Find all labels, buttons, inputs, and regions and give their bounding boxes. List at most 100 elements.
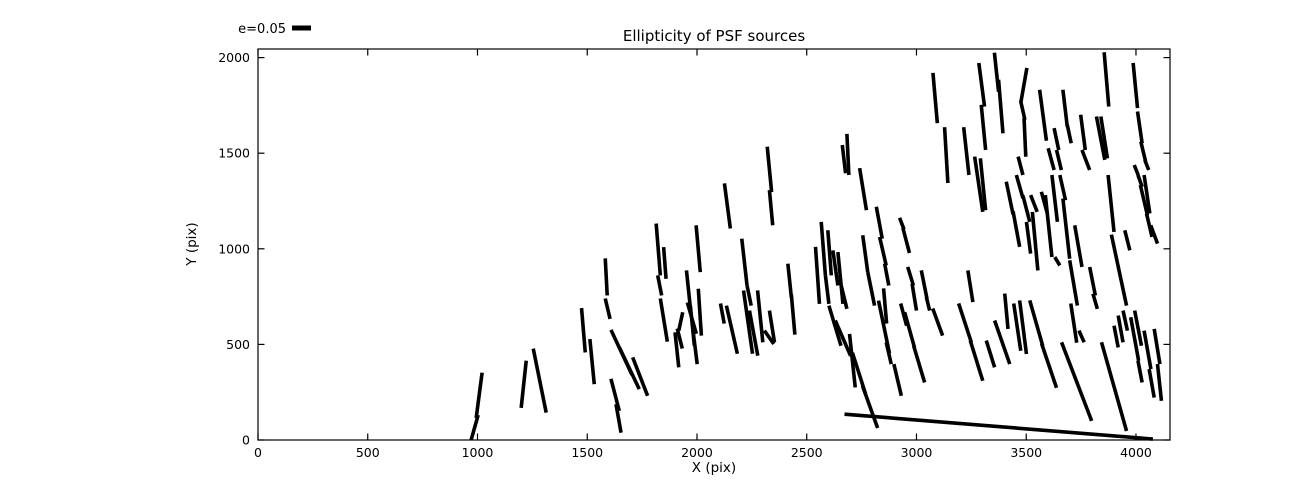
x-tick-label: 1500 bbox=[571, 445, 603, 460]
y-tick-label: 500 bbox=[226, 337, 250, 352]
ellipticity-stick bbox=[1094, 116, 1107, 161]
ellipticity-stick bbox=[658, 298, 670, 343]
ellipticity-stick bbox=[1142, 330, 1153, 370]
ellipticity-stick bbox=[1069, 303, 1079, 343]
ellipticity-stick bbox=[718, 303, 726, 324]
y-tick-label: 2000 bbox=[218, 50, 250, 65]
ellipticity-stick bbox=[1028, 194, 1039, 213]
ellipticity-stick bbox=[901, 227, 912, 254]
ellipticity-stick bbox=[845, 133, 851, 176]
ellipticity-stick bbox=[531, 348, 548, 414]
ellipticity-stick bbox=[865, 271, 877, 306]
ellipticity-stick bbox=[968, 340, 985, 382]
ellipticity-stick bbox=[1004, 181, 1015, 215]
ellipticity-stick bbox=[1135, 111, 1144, 144]
ellipticity-stick bbox=[1018, 100, 1027, 121]
ellipticity-stick bbox=[519, 360, 529, 409]
ellipticity-stick bbox=[1087, 266, 1098, 296]
y-tick-label: 1500 bbox=[218, 146, 250, 161]
x-tick-label: 1000 bbox=[462, 445, 494, 460]
ellipticity-stick bbox=[847, 333, 858, 388]
y-axis-label: Y (pix) bbox=[184, 222, 200, 266]
ellipticity-stick bbox=[833, 319, 853, 357]
ellipticity-stick bbox=[1039, 343, 1059, 389]
ellipticity-stick bbox=[1016, 156, 1025, 176]
ellipticity-stick bbox=[722, 183, 733, 229]
ellipticity-stick bbox=[630, 356, 650, 397]
ellipticity-stick bbox=[1132, 310, 1144, 347]
x-tick-label: 2000 bbox=[681, 445, 713, 460]
ellipticity-stick bbox=[1143, 159, 1151, 171]
ellipticity-stick bbox=[910, 283, 919, 311]
ellipticity-stick bbox=[741, 290, 755, 355]
ellipticity-stick bbox=[1136, 360, 1144, 383]
ellipticity-stick bbox=[1078, 114, 1088, 151]
ellipticity-stick bbox=[919, 270, 929, 300]
ellipticity-stick bbox=[874, 206, 885, 239]
ellipticity-stick bbox=[684, 270, 693, 309]
ellipticity-stick bbox=[1037, 89, 1049, 142]
ellipticity-stick bbox=[1058, 174, 1068, 201]
ellipticity-stick bbox=[978, 158, 988, 211]
ellipticity-stick bbox=[1131, 62, 1140, 109]
ellipticity-stick bbox=[1136, 174, 1144, 188]
ellipticity-stick bbox=[1059, 341, 1094, 422]
ellipticity-stick bbox=[902, 311, 917, 349]
ellipticity-stick bbox=[1128, 316, 1141, 361]
ellipticity-stick bbox=[1014, 174, 1025, 199]
ellipticity-stick bbox=[1018, 67, 1029, 104]
ellipticity-stick bbox=[831, 250, 840, 286]
ellipticity-stick bbox=[694, 225, 703, 273]
ellipticity-stick bbox=[1024, 221, 1033, 254]
ellipticity-stick bbox=[739, 238, 749, 286]
ellipticity-stick bbox=[677, 311, 685, 332]
ellipticity-stick bbox=[819, 221, 828, 276]
ellipticity-stick bbox=[881, 288, 889, 324]
ellipticity-stick bbox=[1099, 341, 1129, 432]
ellipticity-stick bbox=[1102, 52, 1111, 107]
ellipticity-stick bbox=[827, 305, 843, 347]
ellipticity-stick bbox=[1155, 363, 1164, 401]
ellipticity-stick bbox=[977, 62, 987, 107]
ellipticity-stick bbox=[617, 346, 641, 390]
ellipticity-stick bbox=[661, 246, 668, 279]
ellipticity-stick bbox=[892, 363, 904, 397]
ellipticity-stick bbox=[992, 319, 1012, 365]
ellipticity-stick bbox=[1138, 184, 1150, 216]
ellipticity-stick bbox=[942, 127, 950, 184]
legend-label: e=0.05 bbox=[238, 22, 286, 37]
ellipticity-stick bbox=[745, 285, 753, 306]
ellipticity-stick bbox=[1139, 141, 1148, 163]
ellipticity-stick bbox=[844, 412, 1154, 441]
ellipticity-stick bbox=[654, 223, 663, 276]
ellipticity-stick bbox=[1132, 164, 1140, 176]
ellipticity-stick bbox=[1112, 325, 1120, 348]
ellipticity-stick bbox=[857, 167, 869, 211]
ellipticity-stick bbox=[673, 332, 681, 368]
ellipticity-stick bbox=[1046, 147, 1056, 171]
ellipticity-stick bbox=[614, 403, 623, 434]
ellipticity-stick bbox=[984, 340, 997, 368]
ellipticity-stick bbox=[1061, 89, 1070, 127]
ellipticity-stick bbox=[1011, 303, 1023, 351]
ellipticity-stick bbox=[786, 263, 794, 298]
ellipticity-stick bbox=[755, 290, 765, 343]
ellipticity-stick bbox=[655, 275, 664, 296]
ellipticity-stick bbox=[1144, 213, 1154, 238]
ellipticity-stick bbox=[924, 296, 932, 311]
ellipticity-stick bbox=[839, 285, 849, 310]
x-tick-label: 3500 bbox=[1010, 445, 1042, 460]
ellipticity-stick bbox=[931, 307, 945, 337]
ellipticity-stick bbox=[979, 104, 988, 151]
ellipticity-stick bbox=[1116, 315, 1125, 343]
ellipticity-stick bbox=[1052, 127, 1061, 151]
ellipticity-stick bbox=[1021, 195, 1032, 223]
ellipticity-stick bbox=[474, 372, 484, 419]
ellipticity-stick bbox=[961, 127, 971, 176]
ellipticity-stick bbox=[860, 234, 870, 273]
ellipticity-stick bbox=[1106, 174, 1116, 233]
ellipticity-stick bbox=[1054, 149, 1064, 171]
ellipticity-stick bbox=[747, 310, 760, 357]
